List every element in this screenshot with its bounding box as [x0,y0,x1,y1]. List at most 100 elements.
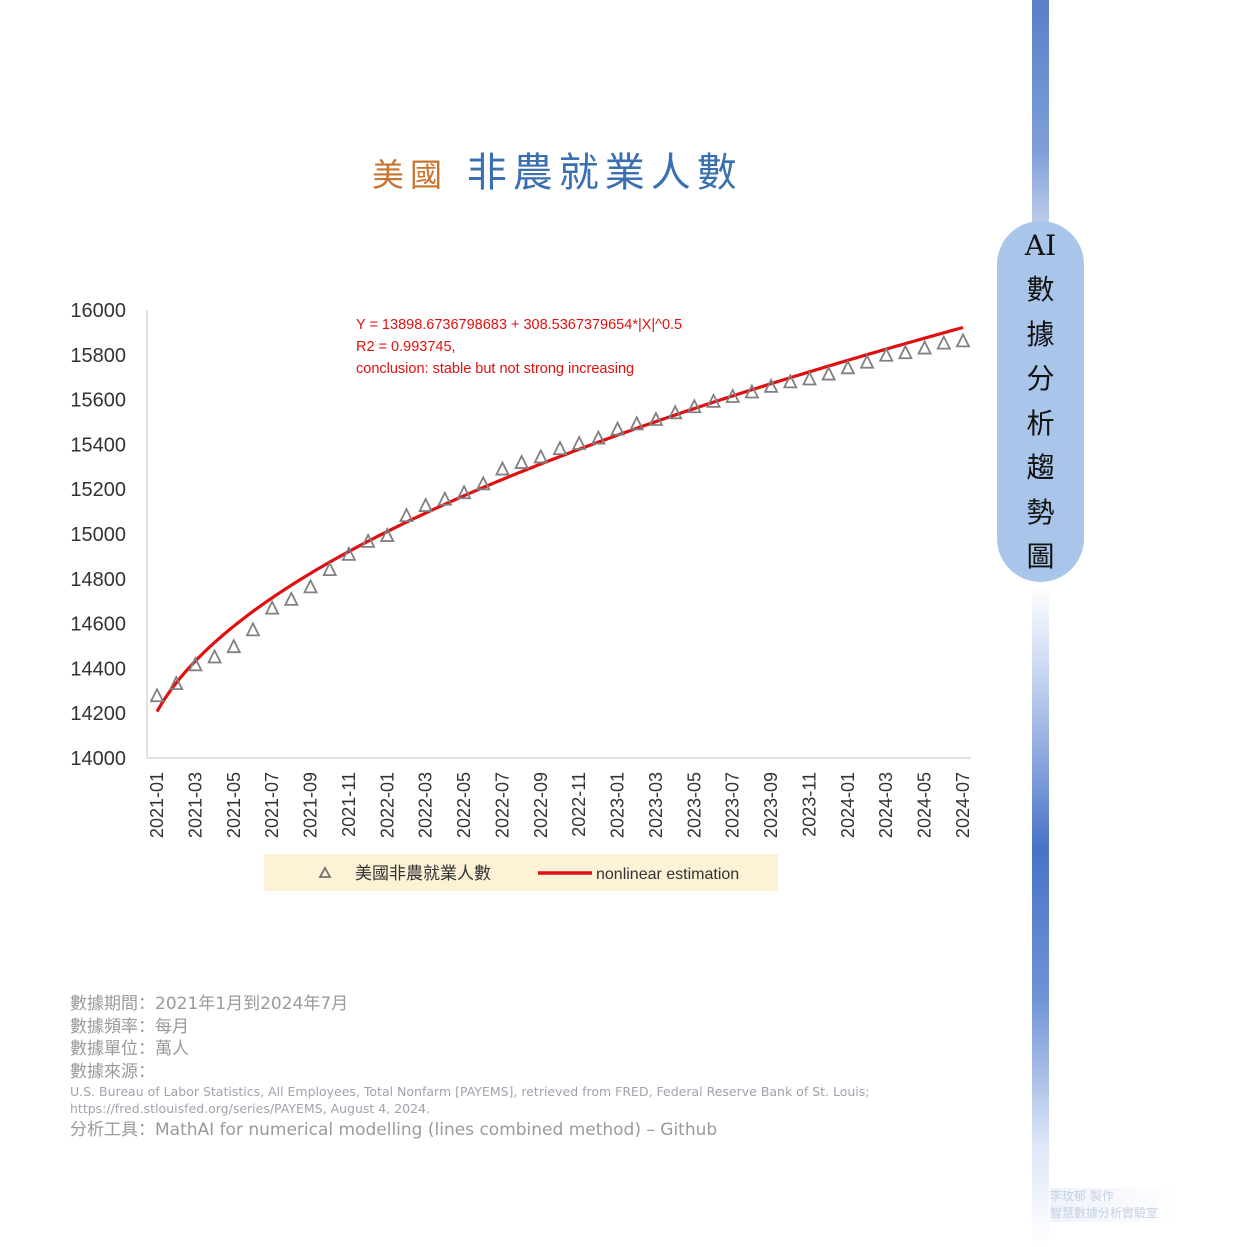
x-tick-label: 2023-07 [723,772,743,838]
x-tick-label: 2021-01 [147,772,167,838]
data-point-triangle [226,638,242,654]
y-tick-label: 14400 [70,658,126,680]
legend-label-data: 美國非農就業人數 [355,864,491,884]
x-tick-label: 2024-03 [876,772,896,838]
data-point-triangle [648,411,664,426]
metadata-block: 數據期間：2021年1月到2024年7月 數據頻率：每月 數據單位：萬人 數據來… [70,993,870,1143]
data-point-triangle [149,687,165,703]
data-point-triangle [283,590,299,606]
y-tick-label: 15200 [70,479,126,501]
x-tick-label: 2022-07 [492,772,512,838]
data-point-triangle [552,440,568,456]
data-point-triangle [667,404,683,420]
x-tick-label: 2023-09 [761,772,781,838]
x-tick-label: 2024-07 [953,772,973,838]
sidebar-char: AI [1024,228,1057,262]
data-point-triangle [821,365,837,381]
x-tick-label: 2022-05 [454,772,474,838]
y-tick-label: 15600 [70,390,126,412]
data-point-triangle [533,448,549,464]
x-tick-label: 2021-11 [339,772,359,837]
data-point-triangle [187,656,203,672]
data-point-triangle [763,377,779,393]
data-point-triangle [303,578,318,594]
credit-watermark: 李玫郁 製作 智慧數據分析實驗室 [1050,1188,1180,1222]
x-tick-label: 2023-03 [646,772,666,838]
data-point-triangle [590,429,606,445]
y-tick-label: 16000 [70,300,126,322]
data-point-triangle [207,648,223,664]
legend-label-fit: nonlinear estimation [596,866,739,883]
data-point-triangle [341,545,357,561]
credit-lab: 智慧數據分析實驗室 [1050,1206,1159,1220]
y-tick-label: 14200 [70,703,126,725]
fit-line [155,325,964,713]
credit-author: 李玫郁 製作 [1050,1189,1114,1203]
data-point-triangle [610,420,626,436]
y-tick-label: 15400 [70,434,126,456]
x-tick-label: 2022-11 [569,772,589,837]
data-point-triangle [264,599,280,615]
data-point-triangle [418,497,434,512]
sidebar-char: 勢 [1026,495,1055,529]
data-point-triangle [878,346,894,362]
sidebar-label: AI 數 據 分 析 趨 勢 圖 [997,221,1084,582]
data-point-triangle [859,353,875,369]
data-point-triangle [955,332,971,348]
meta-period: 數據期間：2021年1月到2024年7月 [70,994,349,1014]
data-point-triangle [245,621,261,637]
sidebar-char: 分 [1026,362,1055,395]
x-tick-label: 2022-01 [377,772,397,838]
chart-title-subject: 非農就業人數 [466,150,743,196]
sidebar-char: 數 [1026,273,1055,306]
chart-title: 美國 非農就業人數 [372,140,743,198]
meta-source-label: 數據來源： [70,1061,155,1082]
x-tick-label: 2021-09 [301,772,321,838]
data-point-triangle [782,373,798,389]
data-point-triangle [322,561,338,577]
x-tick-label: 2021-03 [185,772,205,838]
x-axis-tick-labels: 2021-01 2021-03 2021-05 2021-07 2021-09 2021-… [147,772,973,838]
y-tick-label: 14600 [70,614,126,636]
data-point-triangle [379,527,395,542]
chart-title-country: 美國 [372,156,449,194]
r2-text: R2 = 0.993745, [356,339,456,355]
data-point-triangle [360,532,376,548]
meta-tool: 分析工具：MathAI for numerical modelling (lin… [70,1120,718,1140]
x-tick-label: 2021-07 [262,772,282,838]
fit-line-layer [155,325,964,713]
y-axis-tick-labels: 14000 14200 14400 14600 14800 15000 15200 15400… [70,300,126,770]
data-point-triangle [494,460,510,476]
x-tick-label: 2021-05 [224,772,244,838]
data-point-triangle [706,392,721,408]
data-point-triangle [168,675,184,691]
x-tick-label: 2023-05 [684,772,704,838]
data-points-layer [149,332,971,703]
conclusion-text: conclusion: stable but not strong increa… [356,361,634,377]
data-point-triangle [840,359,856,375]
y-tick-label: 14000 [70,748,126,770]
meta-source-line1: U.S. Bureau of Labor Statistics, All Emp… [70,1084,870,1099]
data-point-triangle [802,370,817,386]
data-point-triangle [514,454,530,469]
sidebar-char: 據 [1026,317,1055,351]
data-point-triangle [437,490,453,506]
legend-background [264,854,778,891]
sidebar-char: 趨 [1026,451,1055,484]
data-point-triangle [475,475,491,491]
x-tick-label: 2022-09 [531,772,551,838]
data-point-triangle [571,434,587,450]
data-point-triangle [629,415,645,431]
meta-frequency: 數據頻率：每月 [70,1016,189,1037]
x-tick-label: 2023-11 [799,772,819,837]
legend-triangle-icon [318,866,332,878]
x-tick-label: 2024-05 [915,772,935,838]
data-point-triangle [399,507,414,523]
sidebar-gradient-strip [1032,0,1049,1247]
legend: 美國非農就業人數 nonlinear estimation [264,854,778,891]
y-tick-label: 15000 [70,524,126,546]
data-point-triangle [725,387,741,403]
y-tick-label: 14800 [70,569,126,591]
data-point-triangle [917,339,933,355]
meta-unit: 數據單位：萬人 [70,1039,189,1059]
